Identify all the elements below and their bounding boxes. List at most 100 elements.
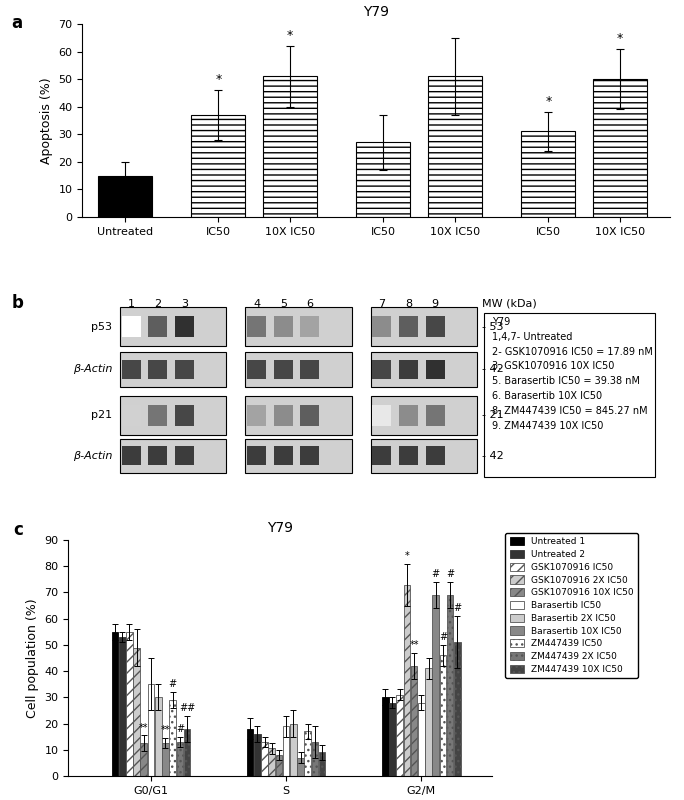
Bar [425, 669, 432, 776]
Bar [192, 115, 246, 217]
Text: #: # [176, 724, 184, 734]
Text: 6: 6 [306, 298, 313, 309]
Text: c: c [13, 521, 23, 539]
Bar [175, 405, 194, 426]
Bar [247, 316, 266, 338]
Bar [175, 316, 194, 338]
Bar [432, 595, 439, 776]
Bar [276, 755, 282, 776]
Bar [246, 438, 352, 474]
Text: 7: 7 [378, 298, 386, 309]
Bar [120, 352, 226, 386]
Bar [371, 307, 477, 346]
Title: Y79: Y79 [363, 5, 389, 18]
Bar [122, 360, 141, 378]
Text: **: ** [409, 640, 419, 650]
Bar [418, 702, 425, 776]
Bar [447, 595, 453, 776]
Bar [122, 316, 141, 338]
Bar [484, 314, 655, 477]
Bar [122, 446, 141, 466]
Text: 9: 9 [432, 298, 438, 309]
Bar [399, 316, 418, 338]
Bar [397, 694, 403, 776]
Bar [133, 647, 140, 776]
Bar [425, 360, 445, 378]
Bar [176, 742, 183, 776]
Text: 8: 8 [405, 298, 412, 309]
Text: **: ** [139, 722, 148, 733]
Bar [274, 360, 293, 378]
Text: p53: p53 [92, 322, 112, 332]
Bar [119, 637, 126, 776]
Text: #: # [168, 679, 176, 690]
Bar [247, 405, 266, 426]
Bar [304, 731, 311, 776]
Bar [247, 729, 254, 776]
Text: β-Actin: β-Actin [73, 364, 112, 374]
Bar [399, 446, 418, 466]
Bar [120, 438, 226, 474]
Bar [454, 642, 460, 776]
Bar [425, 405, 445, 426]
Text: *: * [404, 551, 409, 561]
Bar [140, 743, 147, 776]
Bar [111, 632, 118, 776]
Bar [399, 360, 418, 378]
Bar [148, 684, 155, 776]
Text: - 53: - 53 [482, 322, 504, 332]
Bar [120, 307, 226, 346]
Text: #: # [446, 570, 454, 579]
Title: Y79: Y79 [267, 521, 293, 534]
Text: 4: 4 [253, 298, 260, 309]
Text: 5: 5 [280, 298, 287, 309]
Bar [184, 729, 190, 776]
Bar [521, 131, 575, 217]
Text: Y79
1,4,7- Untreated
2- GSK1070916 IC50 = 17.89 nM
3. GSK1070916 10X IC50
5. Bar: Y79 1,4,7- Untreated 2- GSK1070916 IC50 … [492, 317, 653, 430]
Bar [263, 76, 317, 217]
Text: a: a [12, 14, 23, 32]
Text: β-Actin: β-Actin [73, 451, 112, 461]
Bar [274, 316, 293, 338]
Bar [593, 79, 647, 217]
Bar [247, 446, 266, 466]
Bar [98, 175, 152, 217]
Bar [254, 734, 261, 776]
Text: #: # [439, 632, 447, 642]
Bar [261, 742, 268, 776]
Bar [126, 632, 133, 776]
Bar [382, 698, 389, 776]
Bar [300, 405, 319, 426]
Bar [371, 438, 477, 474]
Bar [148, 405, 168, 426]
Text: *: * [617, 32, 623, 45]
Text: - 42: - 42 [482, 451, 504, 461]
Bar [283, 726, 289, 776]
Bar [425, 316, 445, 338]
Bar [246, 307, 352, 346]
Y-axis label: Cell population (%): Cell population (%) [26, 598, 39, 718]
Text: #: # [432, 570, 440, 579]
Text: *: * [215, 73, 222, 86]
Bar [122, 405, 141, 426]
Bar [290, 723, 297, 776]
Text: p21: p21 [92, 410, 112, 421]
Bar [175, 446, 194, 466]
Bar [148, 360, 168, 378]
Bar [372, 446, 391, 466]
Text: MW (kDa): MW (kDa) [482, 298, 537, 309]
Bar [268, 749, 275, 776]
Bar [312, 742, 318, 776]
Text: - 42: - 42 [482, 364, 504, 374]
Bar [372, 360, 391, 378]
Bar [148, 446, 168, 466]
Bar [404, 585, 410, 776]
Text: 1: 1 [128, 298, 135, 309]
Text: **: ** [161, 726, 170, 735]
Bar [319, 752, 326, 776]
Text: *: * [287, 29, 293, 42]
Bar [148, 316, 168, 338]
Text: 3: 3 [181, 298, 188, 309]
Bar [428, 76, 482, 217]
Text: b: b [12, 294, 23, 312]
